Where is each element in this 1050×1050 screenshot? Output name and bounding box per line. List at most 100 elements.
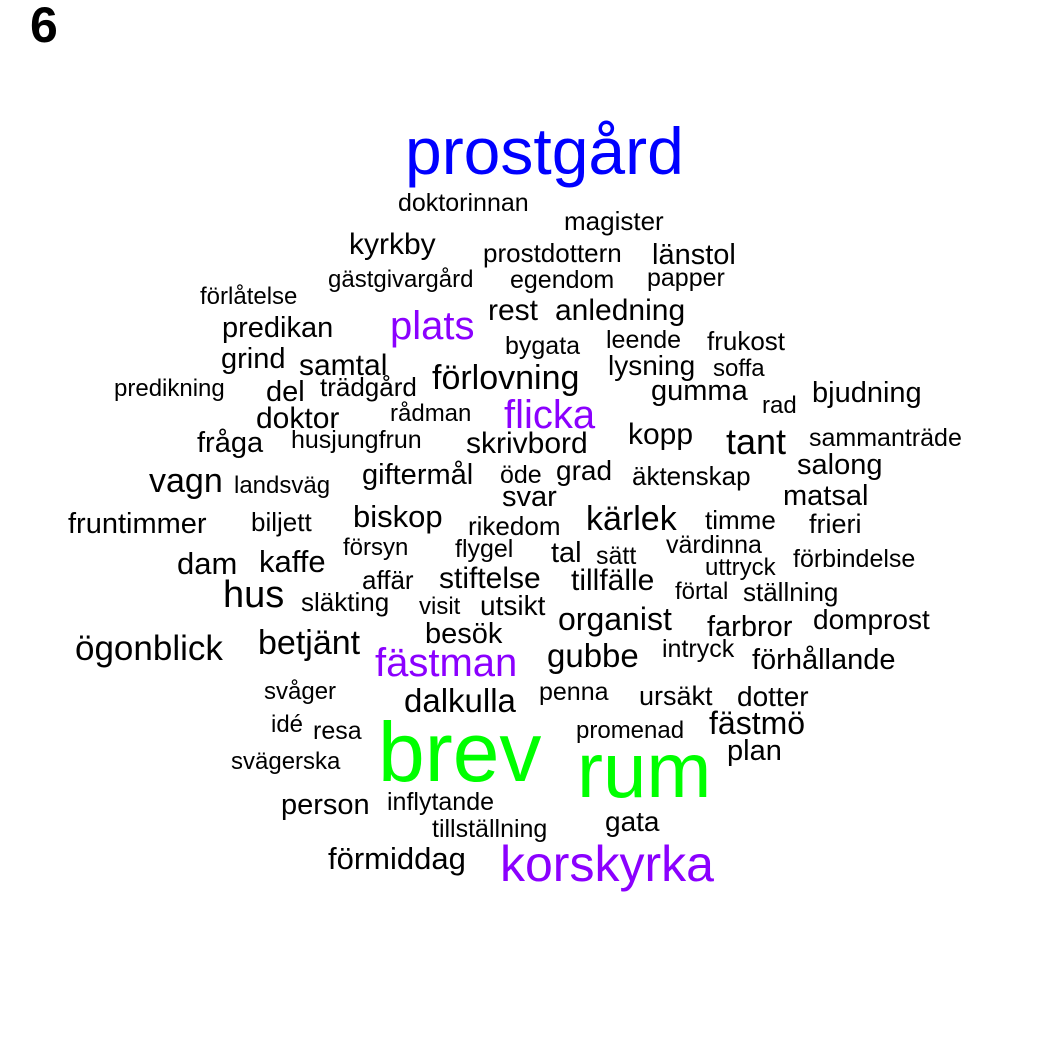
word-38: vagn [149, 462, 223, 500]
word-53: försyn [343, 534, 409, 561]
word-21: förlovning [432, 359, 580, 397]
word-12: predikan [222, 312, 334, 344]
word-27: bjudning [812, 377, 922, 409]
word-3: kyrkby [349, 228, 436, 261]
word-58: dam [177, 546, 238, 581]
word-41: öde [500, 461, 542, 489]
word-39: landsväg [234, 472, 331, 499]
word-68: släkting [301, 587, 390, 617]
word-62: affär [362, 565, 414, 595]
word-59: kaffe [259, 544, 326, 579]
word-70: utsikt [480, 590, 546, 621]
word-54: flygel [455, 535, 514, 563]
word-11: anledning [555, 294, 686, 327]
word-81: svåger [264, 678, 337, 705]
word-40: giftermål [362, 459, 474, 491]
word-4: prostdottern [483, 238, 622, 268]
word-61: förbindelse [793, 545, 916, 573]
word-85: dotter [737, 681, 809, 712]
word-82: penna [539, 678, 609, 706]
word-20: soffa [713, 355, 765, 382]
word-30: flicka [504, 393, 596, 437]
word-16: bygata [505, 332, 581, 360]
word-60: uttryck [705, 554, 776, 581]
word-1: doktorinnan [398, 189, 529, 217]
word-57: värdinna [666, 531, 762, 559]
word-79: intryck [662, 635, 735, 663]
word-17: grind [221, 343, 286, 375]
word-76: betjänt [258, 624, 361, 662]
word-6: gästgivargård [328, 266, 474, 293]
word-75: ögonblick [75, 629, 223, 668]
word-84: ursäkt [639, 681, 713, 711]
word-92: plan [727, 735, 782, 767]
word-22: predikning [114, 375, 225, 402]
word-69: visit [419, 593, 461, 620]
word-31: kopp [628, 418, 694, 451]
word-10: rest [488, 294, 539, 327]
word-63: stiftelse [439, 562, 541, 595]
word-42: grad [556, 455, 613, 486]
word-52: frieri [809, 509, 862, 539]
word-26: rad [762, 392, 797, 419]
word-91: rum [577, 726, 712, 814]
word-96: gata [605, 806, 660, 837]
word-98: förmiddag [328, 841, 466, 876]
word-88: fästmö [709, 705, 806, 741]
word-95: inflytande [387, 788, 495, 816]
word-7: egendom [510, 266, 615, 294]
word-14: leende [606, 326, 682, 354]
word-56: sätt [596, 542, 637, 570]
word-45: matsal [783, 480, 869, 512]
word-49: rikedom [468, 511, 561, 541]
word-64: tillfälle [571, 564, 655, 597]
word-35: skrivbord [466, 427, 588, 460]
word-23: del [266, 376, 305, 408]
word-77: fästman [375, 641, 518, 685]
word-93: svägerska [231, 748, 341, 775]
word-2: magister [564, 206, 664, 236]
word-50: kärlek [586, 500, 677, 538]
word-33: fråga [197, 427, 264, 459]
word-34: husjungfrun [291, 426, 422, 454]
word-18: samtal [299, 349, 388, 382]
word-47: biljett [251, 507, 312, 537]
word-80: förhållande [752, 644, 896, 676]
word-28: doktor [256, 402, 340, 435]
word-29: rådman [390, 400, 472, 427]
word-97: tillställning [432, 815, 548, 843]
word-90: brev [378, 705, 542, 799]
word-71: organist [558, 601, 672, 637]
word-5: länstol [652, 239, 736, 271]
word-25: gumma [651, 375, 748, 407]
word-48: biskop [353, 499, 443, 534]
word-87: resa [313, 717, 362, 745]
word-36: sammanträde [809, 424, 962, 452]
word-65: hus [223, 574, 285, 616]
panel-label: 6 [30, 0, 58, 53]
word-0: prostgård [405, 114, 684, 188]
word-9: förlåtelse [200, 283, 298, 310]
word-86: idé [271, 711, 304, 738]
word-37: salong [797, 449, 883, 481]
word-15: frukost [707, 326, 786, 356]
word-99: korskyrka [500, 836, 714, 892]
word-72: domprost [813, 604, 930, 635]
word-55: tal [551, 537, 582, 569]
word-78: gubbe [547, 637, 639, 674]
word-74: besök [425, 618, 503, 650]
word-13: plats [390, 304, 475, 348]
word-43: äktenskap [632, 461, 751, 491]
word-83: dalkulla [404, 682, 516, 719]
word-51: timme [705, 505, 776, 535]
word-19: lysning [608, 350, 696, 381]
word-44: svar [502, 481, 557, 513]
word-67: ställning [743, 577, 839, 607]
word-32: tant [726, 421, 787, 462]
word-94: person [281, 789, 370, 821]
word-46: fruntimmer [68, 508, 207, 540]
word-89: promenad [576, 717, 685, 744]
word-24: trädgård [320, 372, 417, 402]
